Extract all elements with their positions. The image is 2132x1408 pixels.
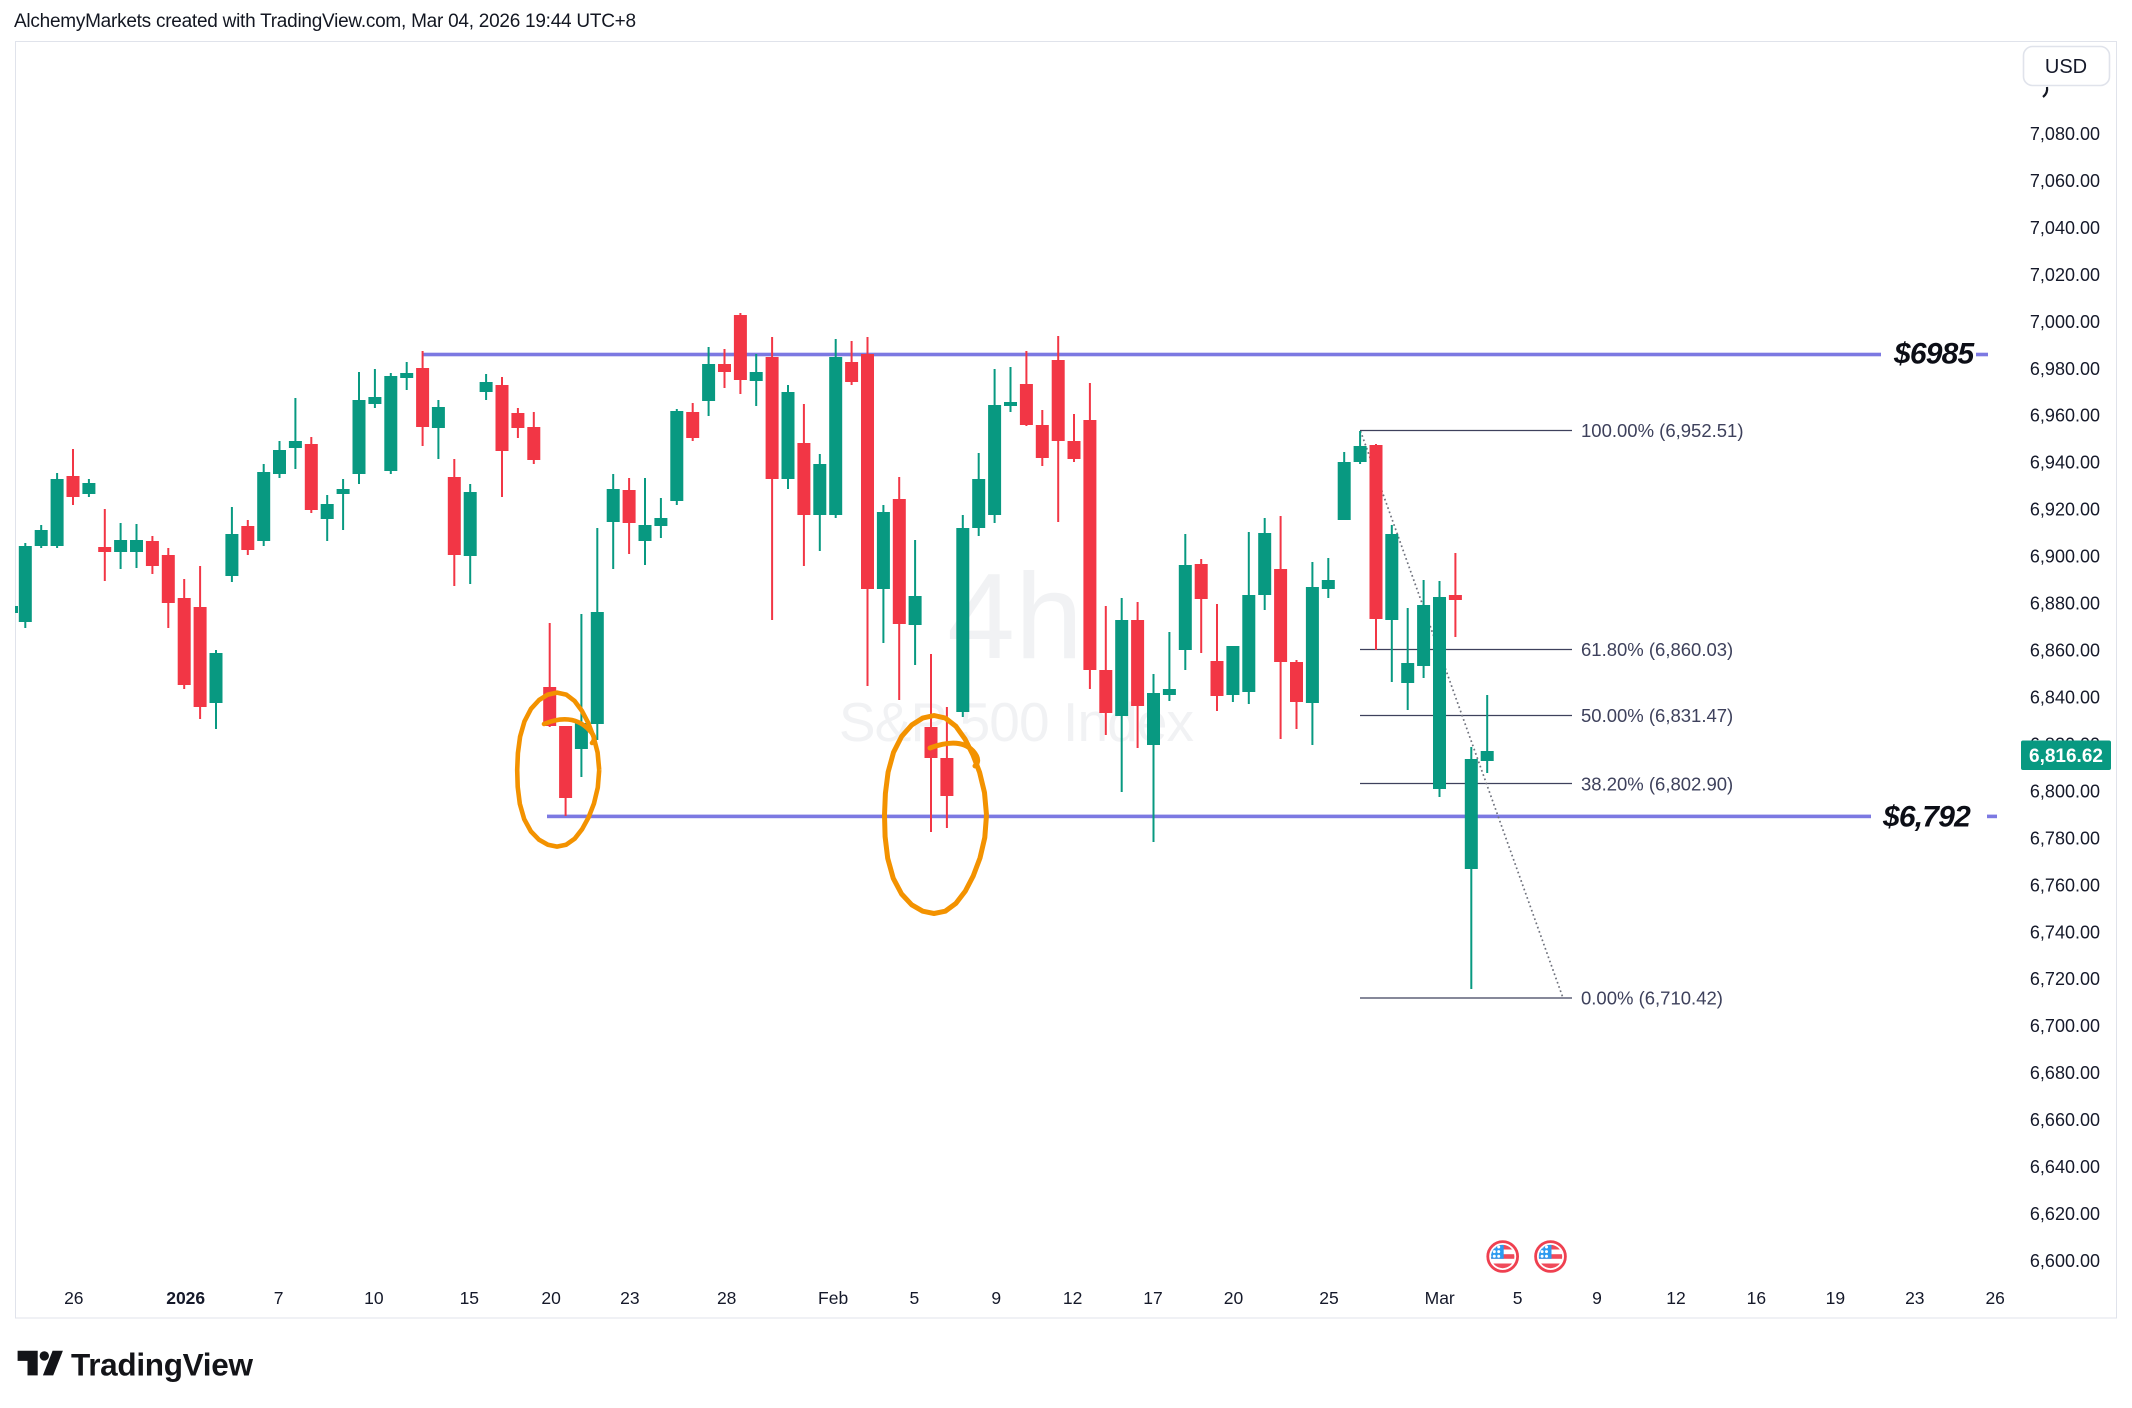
- svg-text:$6,792: $6,792: [1882, 801, 1971, 834]
- svg-text:26: 26: [64, 1288, 83, 1308]
- svg-text:50.00% (6,831.47): 50.00% (6,831.47): [1581, 705, 1733, 726]
- svg-text:TradingView: TradingView: [71, 1347, 253, 1383]
- svg-text:6,940.00: 6,940.00: [2030, 453, 2100, 473]
- svg-text:6,900.00: 6,900.00: [2030, 547, 2100, 567]
- svg-text:$6985: $6985: [1893, 338, 1976, 371]
- svg-text:7,080.00: 7,080.00: [2030, 124, 2100, 144]
- svg-text:9: 9: [1592, 1288, 1602, 1308]
- svg-text:25: 25: [1319, 1288, 1338, 1308]
- svg-text:12: 12: [1063, 1288, 1082, 1308]
- svg-text:7,020.00: 7,020.00: [2030, 265, 2100, 285]
- svg-text:0.00% (6,710.42): 0.00% (6,710.42): [1581, 988, 1723, 1009]
- svg-text:6,880.00: 6,880.00: [2030, 594, 2100, 614]
- svg-text:23: 23: [620, 1288, 639, 1308]
- svg-text:6,660.00: 6,660.00: [2030, 1110, 2100, 1130]
- svg-text:20: 20: [541, 1288, 561, 1308]
- svg-text:61.80% (6,860.03): 61.80% (6,860.03): [1581, 639, 1733, 660]
- svg-text:5: 5: [910, 1288, 920, 1308]
- svg-text:6,840.00: 6,840.00: [2030, 688, 2100, 708]
- svg-text:6,680.00: 6,680.00: [2030, 1063, 2100, 1083]
- svg-text:6,860.00: 6,860.00: [2030, 641, 2100, 661]
- svg-text:6,960.00: 6,960.00: [2030, 406, 2100, 426]
- svg-text:28: 28: [717, 1288, 736, 1308]
- svg-text:6,700.00: 6,700.00: [2030, 1016, 2100, 1036]
- svg-text:6,920.00: 6,920.00: [2030, 500, 2100, 520]
- svg-text:15: 15: [460, 1288, 479, 1308]
- svg-text:7,060.00: 7,060.00: [2030, 171, 2100, 191]
- svg-text:100.00% (6,952.51): 100.00% (6,952.51): [1581, 420, 1744, 441]
- svg-text:7,040.00: 7,040.00: [2030, 218, 2100, 238]
- svg-text:6,816.62: 6,816.62: [2029, 746, 2103, 767]
- svg-text:4h: 4h: [947, 548, 1083, 684]
- svg-text:10: 10: [364, 1288, 384, 1308]
- svg-text:6,800.00: 6,800.00: [2030, 781, 2100, 801]
- svg-text:16: 16: [1747, 1288, 1766, 1308]
- svg-text:6,780.00: 6,780.00: [2030, 828, 2100, 848]
- svg-text:6,760.00: 6,760.00: [2030, 875, 2100, 895]
- svg-text:6,640.00: 6,640.00: [2030, 1157, 2100, 1177]
- svg-text:USD: USD: [2045, 56, 2087, 78]
- svg-text:7: 7: [274, 1288, 284, 1308]
- svg-text:19: 19: [1826, 1288, 1845, 1308]
- svg-text:38.20% (6,802.90): 38.20% (6,802.90): [1581, 774, 1733, 795]
- svg-text:6,980.00: 6,980.00: [2030, 359, 2100, 379]
- svg-text:AlchemyMarkets created with Tr: AlchemyMarkets created with TradingView.…: [14, 11, 636, 32]
- svg-text:23: 23: [1905, 1288, 1924, 1308]
- svg-text:9: 9: [991, 1288, 1001, 1308]
- svg-text:5: 5: [1513, 1288, 1523, 1308]
- svg-text:6,600.00: 6,600.00: [2030, 1251, 2100, 1271]
- svg-text:2026: 2026: [166, 1288, 205, 1308]
- svg-text:6,720.00: 6,720.00: [2030, 969, 2100, 989]
- svg-text:20: 20: [1224, 1288, 1244, 1308]
- svg-text:7,000.00: 7,000.00: [2030, 312, 2100, 332]
- svg-text:6,740.00: 6,740.00: [2030, 922, 2100, 942]
- svg-text:6,620.00: 6,620.00: [2030, 1204, 2100, 1224]
- svg-text:Mar: Mar: [1425, 1288, 1455, 1308]
- svg-text:26: 26: [1985, 1288, 2004, 1308]
- svg-text:17: 17: [1143, 1288, 1162, 1308]
- svg-text:Feb: Feb: [818, 1288, 848, 1308]
- svg-text:12: 12: [1666, 1288, 1685, 1308]
